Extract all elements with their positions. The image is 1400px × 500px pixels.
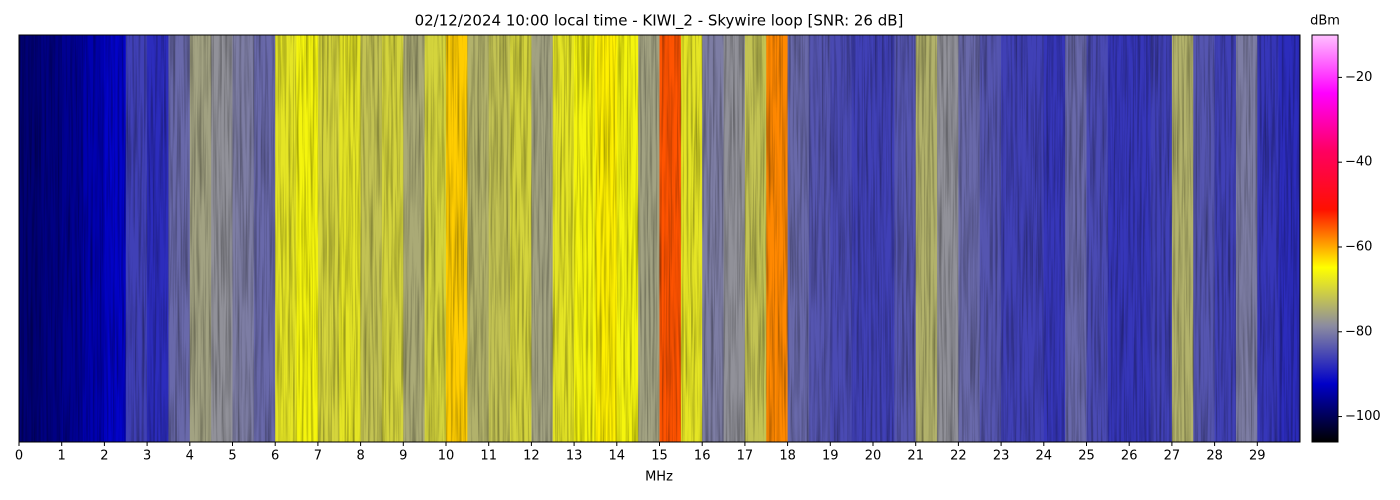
x-tick-label: 13 [566,449,583,464]
x-tick-label: 17 [737,449,754,464]
x-tick-label: 3 [143,449,151,464]
x-axis-label: MHz [645,470,673,485]
colorbar-label: dBm [1310,14,1340,29]
x-tick-label: 29 [1249,449,1266,464]
x-tick-label: 27 [1164,449,1181,464]
x-tick-label: 21 [907,449,924,464]
x-tick-label: 8 [356,449,364,464]
colorbar-tick-label: −20 [1345,70,1372,85]
x-tick-label: 22 [950,449,967,464]
x-tick-label: 18 [779,449,796,464]
x-tick-label: 19 [822,449,839,464]
x-tick-label: 16 [694,449,711,464]
x-tick-label: 26 [1121,449,1138,464]
x-tick-label: 2 [100,449,108,464]
x-tick-label: 11 [480,449,497,464]
x-tick-label: 0 [15,449,23,464]
x-tick-label: 14 [609,449,626,464]
colorbar-tick-label: −60 [1345,239,1372,254]
x-tick-label: 7 [314,449,322,464]
x-tick-label: 5 [228,449,236,464]
colorbar-tick-label: −40 [1345,155,1372,170]
x-tick-label: 15 [651,449,668,464]
x-tick-label: 28 [1206,449,1223,464]
colorbar [1311,34,1339,443]
x-tick-label: 25 [1078,449,1095,464]
colorbar-tick-label: −100 [1345,409,1381,424]
x-tick-label: 1 [58,449,66,464]
chart-title: 02/12/2024 10:00 local time - KIWI_2 - S… [415,12,904,31]
texture [19,35,1300,442]
x-tick-label: 20 [865,449,882,464]
x-tick-label: 24 [1036,449,1053,464]
x-tick-label: 9 [399,449,407,464]
x-tick-label: 4 [186,449,194,464]
colorbar-tick-label: −80 [1345,324,1372,339]
x-tick-label: 12 [523,449,540,464]
x-tick-label: 6 [271,449,279,464]
x-tick-label: 10 [438,449,455,464]
x-tick-label: 23 [993,449,1010,464]
